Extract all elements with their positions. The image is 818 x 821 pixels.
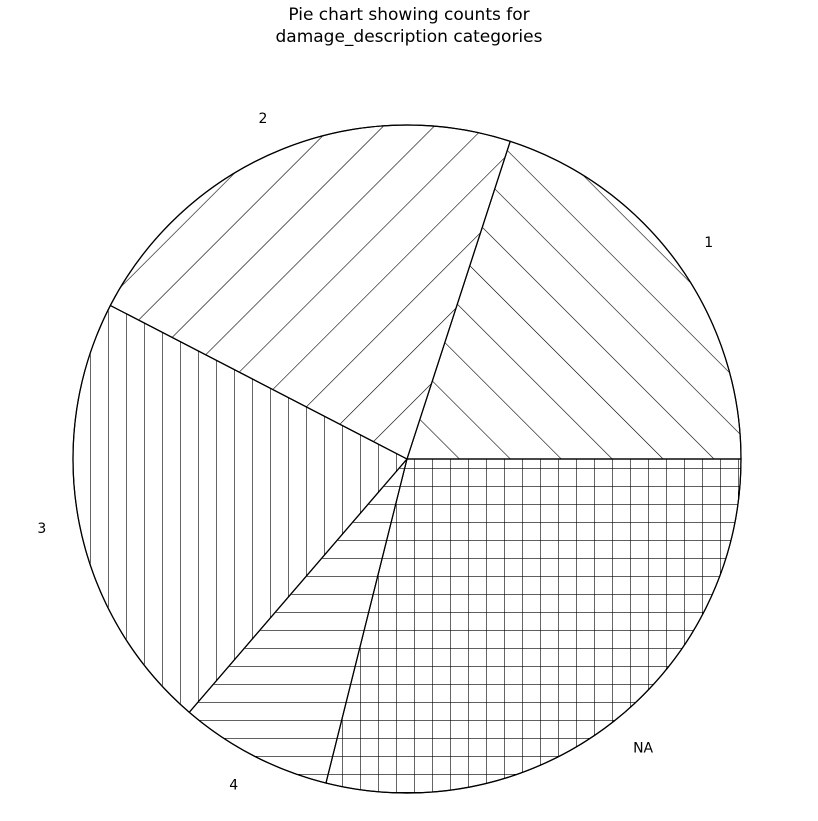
pie-label-1: 1	[704, 235, 713, 251]
pie-label-na: NA	[633, 741, 653, 757]
pie-label-2: 2	[259, 111, 268, 127]
pie-label-4: 4	[229, 777, 238, 793]
pie-slices	[72, 124, 742, 794]
chart-title-line-1: Pie chart showing counts for	[288, 5, 530, 25]
pie-label-3: 3	[37, 521, 46, 537]
chart-title-line-2: damage_description categories	[275, 27, 543, 47]
pie-outline	[72, 124, 742, 794]
chart-title: Pie chart showing counts for damage_desc…	[0, 4, 818, 48]
pie-labels: NA 4 3 2 1	[37, 111, 713, 793]
